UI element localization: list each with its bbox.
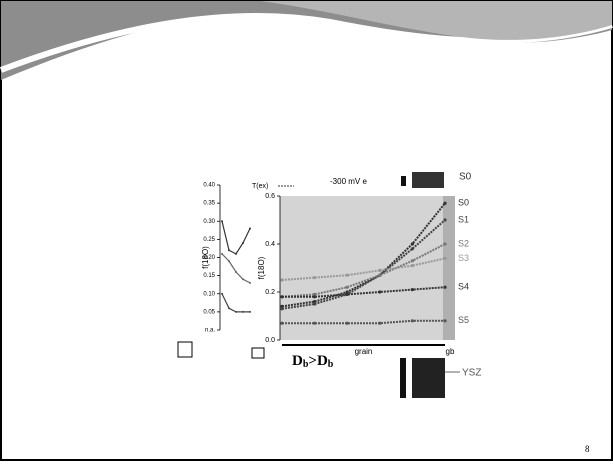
data-point bbox=[378, 273, 382, 277]
annotation: YSZ bbox=[462, 368, 481, 379]
data-point bbox=[410, 242, 414, 246]
checkbox bbox=[177, 341, 193, 358]
y-tick-label: 0.35 bbox=[203, 201, 215, 207]
data-point bbox=[443, 256, 447, 260]
series-line bbox=[281, 257, 446, 281]
series-line bbox=[282, 286, 446, 298]
legend-label: T(ex) bbox=[252, 183, 268, 190]
data-point bbox=[242, 310, 244, 313]
data-point bbox=[235, 252, 237, 255]
data-point bbox=[228, 307, 230, 310]
series-label: S1 bbox=[458, 214, 469, 224]
series-line bbox=[281, 202, 446, 308]
data-point bbox=[242, 242, 244, 244]
data-point bbox=[228, 249, 230, 252]
data-point bbox=[443, 285, 447, 289]
data-point bbox=[443, 201, 447, 205]
plot-area bbox=[280, 196, 455, 340]
annotation: S0 bbox=[459, 172, 472, 183]
x-axis-label: gb bbox=[446, 347, 455, 356]
data-point bbox=[378, 321, 382, 325]
data-point bbox=[443, 319, 447, 323]
data-point bbox=[410, 247, 414, 251]
data-point bbox=[280, 307, 284, 311]
data-point bbox=[221, 220, 223, 223]
y-tick-label: 0.15 bbox=[203, 273, 215, 279]
data-point bbox=[280, 321, 284, 325]
y-tick-label: 0.0 bbox=[265, 337, 275, 344]
data-point bbox=[378, 290, 382, 294]
slide-number: 8 bbox=[585, 444, 590, 454]
data-point bbox=[249, 227, 251, 230]
series-label: S5 bbox=[458, 315, 469, 325]
x-axis-label: grain bbox=[355, 347, 373, 356]
data-point bbox=[242, 278, 244, 281]
series-line bbox=[281, 219, 446, 310]
data-point bbox=[235, 310, 237, 313]
data-point bbox=[249, 281, 251, 284]
equation: Db>Db bbox=[292, 353, 334, 370]
header-stripe bbox=[0, 13, 613, 73]
y-tick-label: 0.6 bbox=[265, 193, 275, 200]
eq-part: b bbox=[303, 359, 309, 370]
series-line bbox=[281, 243, 446, 298]
series-label: S3 bbox=[458, 253, 469, 263]
data-point bbox=[345, 321, 349, 325]
series-label: S2 bbox=[458, 238, 469, 248]
data-point bbox=[280, 295, 284, 299]
data-point bbox=[249, 310, 251, 313]
data-point bbox=[313, 295, 317, 299]
data-point bbox=[410, 264, 414, 268]
data-point bbox=[410, 319, 414, 323]
data-point bbox=[228, 260, 230, 263]
data-point bbox=[410, 259, 414, 263]
data-point bbox=[313, 292, 317, 296]
data-point bbox=[410, 288, 414, 292]
data-point bbox=[280, 304, 284, 308]
data-point bbox=[313, 321, 317, 325]
data-point bbox=[313, 300, 317, 304]
data-point bbox=[221, 292, 223, 295]
series-line bbox=[282, 319, 445, 325]
data-point bbox=[280, 278, 284, 282]
y-tick-label: n.a. bbox=[205, 328, 215, 334]
y-tick-label: 0.10 bbox=[203, 291, 215, 297]
data-point bbox=[313, 276, 317, 280]
y-tick-label: 0.25 bbox=[203, 237, 215, 243]
icon bbox=[401, 176, 406, 186]
eq-part: >D bbox=[308, 353, 328, 369]
data-point bbox=[313, 302, 317, 306]
data-point bbox=[378, 268, 382, 272]
data-point bbox=[443, 242, 447, 246]
gb-band bbox=[443, 196, 455, 340]
data-point bbox=[345, 292, 349, 296]
y-tick-label: 0.2 bbox=[265, 289, 275, 296]
data-point bbox=[443, 218, 447, 222]
data-point bbox=[235, 271, 237, 273]
eq-part: b bbox=[328, 359, 334, 370]
y-tick-label: 0.4 bbox=[265, 241, 275, 248]
series-label: S4 bbox=[458, 282, 469, 292]
ysz-block bbox=[412, 358, 445, 398]
icon bbox=[400, 358, 406, 398]
y-tick-label: 0.30 bbox=[203, 219, 215, 225]
y-tick-label: 0.40 bbox=[203, 183, 215, 189]
y-tick-label: 0.05 bbox=[203, 309, 215, 315]
y-tick-label: 0.20 bbox=[203, 255, 215, 261]
series-label: S0 bbox=[458, 198, 469, 208]
data-point bbox=[221, 252, 223, 255]
data-point bbox=[345, 273, 349, 277]
icon bbox=[412, 172, 444, 188]
eq-part: D bbox=[292, 353, 303, 369]
y-axis-label: f(18O) bbox=[257, 256, 266, 279]
annotation: -300 mV e bbox=[330, 177, 367, 186]
header-wave-light bbox=[260, 1, 612, 40]
data-point bbox=[345, 285, 349, 289]
data-point bbox=[345, 290, 349, 294]
y-axis-label: f(18O) bbox=[201, 246, 210, 269]
checkbox bbox=[251, 347, 265, 359]
